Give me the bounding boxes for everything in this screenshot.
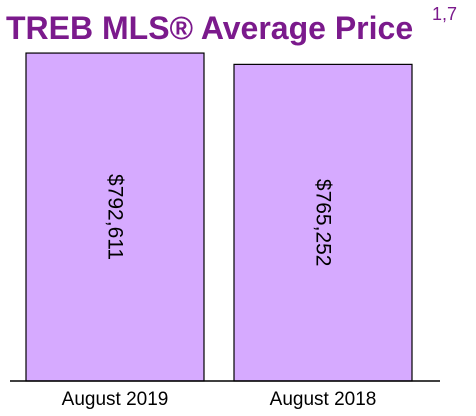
x-tick-label-0: August 2019 [62,389,169,410]
x-tick-labels-layer: August 2019 August 2018 [62,389,377,410]
chart-title: TREB MLS® Average Price [6,10,414,46]
chart-title-footnote-ref: 1,7 [432,4,458,24]
x-tick-label-1: August 2018 [270,389,377,410]
bar-value-label-0: $792,611 [104,174,127,260]
bar-value-label-1: $765,252 [312,179,335,267]
chart-title-area: TREB MLS® Average Price 1,7 [6,0,476,50]
data-labels-layer: $792,611 $765,252 [104,174,335,266]
bars-layer [25,52,413,382]
bar-0 [25,52,205,382]
bar-1 [233,63,413,382]
